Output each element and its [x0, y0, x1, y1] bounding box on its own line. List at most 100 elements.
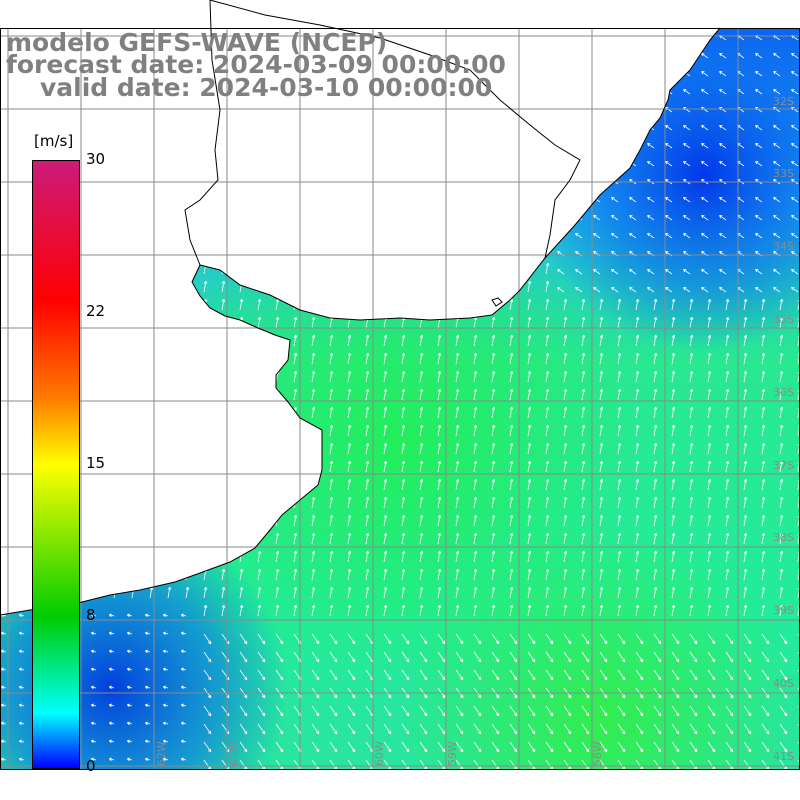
- wind-arrow: [473, 460, 478, 473]
- wind-arrow: [203, 244, 208, 257]
- wind-arrow: [419, 741, 428, 753]
- wind-arrow: [167, 424, 172, 437]
- wind-arrow: [473, 442, 478, 455]
- wind-arrow: [707, 388, 712, 401]
- wind-arrow: [311, 280, 316, 293]
- wind-arrow: [329, 136, 334, 149]
- colorbar-tick: 0: [86, 757, 96, 775]
- wind-arrow: [149, 244, 154, 257]
- wind-arrow: [401, 244, 406, 257]
- wind-arrow: [575, 107, 583, 113]
- lat-label: 41S: [773, 750, 794, 763]
- wind-arrow: [653, 388, 658, 401]
- wind-arrow: [671, 586, 676, 599]
- wind-arrow: [257, 633, 266, 645]
- wind-arrow: [437, 633, 446, 645]
- wind-arrow: [167, 478, 172, 491]
- wind-arrow: [689, 298, 694, 311]
- wind-arrow: [383, 406, 388, 419]
- wind-arrow: [185, 478, 190, 491]
- wind-arrow: [491, 208, 496, 221]
- wind-arrow: [221, 532, 226, 545]
- wind-arrow: [557, 269, 565, 275]
- wind-arrow: [509, 154, 514, 167]
- wind-arrow: [257, 741, 266, 753]
- wind-arrow: [725, 568, 730, 581]
- wind-arrow: [671, 352, 676, 365]
- wind-arrow: [131, 280, 136, 293]
- wind-arrow: [581, 388, 586, 401]
- wind-arrow: [149, 568, 154, 581]
- wind-arrow: [18, 685, 25, 690]
- wind-arrow: [563, 334, 568, 347]
- wind-arrow: [275, 604, 280, 617]
- wind-arrow: [401, 550, 406, 563]
- wind-arrow: [144, 757, 151, 762]
- wind-arrow: [383, 208, 388, 221]
- wind-arrow: [131, 262, 136, 275]
- wind-arrow: [275, 334, 280, 347]
- wind-arrow: [581, 442, 586, 455]
- model-title: modelo GEFS-WAVE (NCEP): [6, 28, 388, 57]
- wind-arrow: [365, 460, 370, 473]
- wind-arrow: [473, 262, 478, 275]
- wind-arrow: [95, 244, 100, 257]
- wind-arrow: [185, 370, 190, 383]
- wind-arrow: [347, 442, 352, 455]
- wind-arrow: [365, 226, 370, 239]
- wind-arrow: [329, 226, 334, 239]
- wind-arrow: [557, 53, 565, 59]
- wind-arrow: [113, 496, 118, 509]
- wind-arrow: [275, 478, 280, 491]
- wind-arrow: [329, 669, 338, 681]
- wind-arrow: [23, 406, 28, 419]
- wind-arrow: [725, 334, 730, 347]
- wind-arrow: [275, 262, 280, 275]
- wind-arrow: [329, 388, 334, 401]
- lon-label: 59W: [446, 741, 459, 766]
- wind-arrow: [401, 442, 406, 455]
- wind-arrow: [131, 550, 136, 563]
- wind-arrow: [257, 244, 262, 257]
- wind-arrow: [311, 118, 316, 131]
- wind-arrow: [113, 370, 118, 383]
- wind-arrow: [90, 739, 97, 744]
- valid-date: valid date: 2024-03-10 00:00:00: [40, 73, 493, 102]
- wind-arrow: [149, 136, 154, 149]
- wind-arrow: [617, 442, 622, 455]
- wind-arrow: [647, 197, 655, 203]
- wind-arrow: [419, 496, 424, 509]
- wind-arrow: [581, 424, 586, 437]
- wind-arrow: [671, 723, 680, 735]
- wind-arrow: [347, 496, 352, 509]
- wind-arrow: [329, 280, 334, 293]
- wind-arrow: [509, 496, 514, 509]
- wind-arrow: [221, 208, 226, 221]
- wind-arrow: [689, 514, 694, 527]
- wind-arrow: [95, 190, 100, 203]
- wind-arrow: [275, 741, 284, 753]
- wind-arrow: [671, 316, 676, 329]
- wind-arrow: [725, 478, 730, 491]
- wind-arrow: [167, 280, 172, 293]
- wind-arrow: [599, 705, 608, 717]
- wind-arrow: [383, 388, 388, 401]
- wind-arrow: [629, 125, 637, 131]
- wind-arrow: [185, 190, 190, 203]
- wind-arrow: [647, 53, 655, 59]
- wind-arrow: [455, 604, 460, 617]
- wind-arrow: [113, 262, 118, 275]
- wind-arrow: [239, 705, 248, 717]
- wind-arrow: [455, 705, 464, 717]
- wind-arrow: [419, 604, 424, 617]
- wind-arrow: [701, 143, 709, 149]
- wind-arrow: [167, 370, 172, 383]
- wind-arrow: [563, 550, 568, 563]
- wind-arrow: [239, 118, 244, 131]
- wind-arrow: [59, 100, 64, 113]
- wind-arrow: [311, 586, 316, 599]
- wind-arrow: [593, 71, 601, 77]
- wind-arrow: [275, 633, 284, 645]
- wind-arrow: [221, 586, 226, 599]
- wind-arrow: [383, 100, 388, 113]
